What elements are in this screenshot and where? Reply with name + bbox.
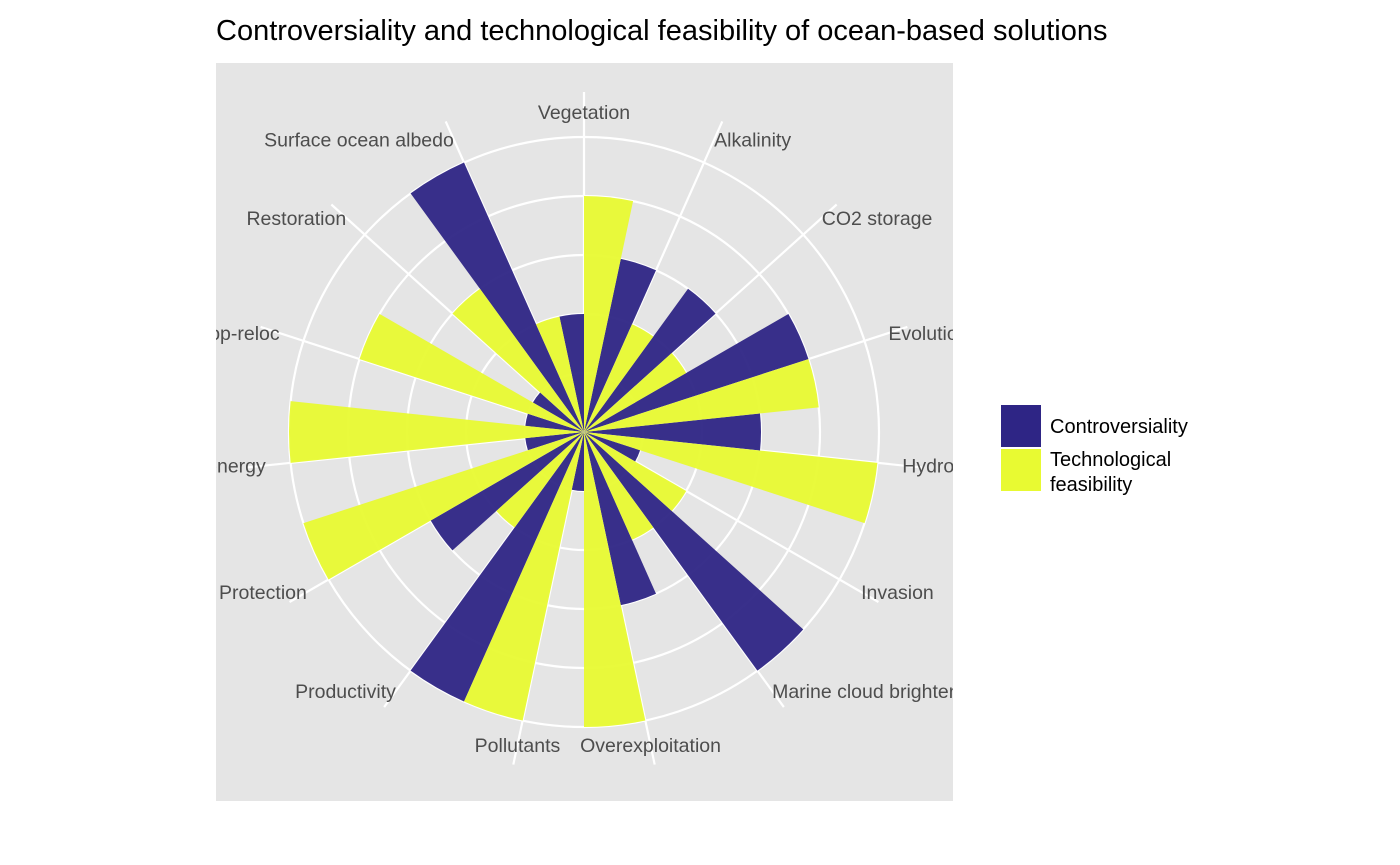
chart-title: Controversiality and technological feasi… xyxy=(216,15,1107,47)
bar-controversiality-repop-reloc xyxy=(525,413,584,432)
legend-key-controversiality xyxy=(1001,405,1041,447)
category-labels: Alkalinity CO2 storage Evolution Hydrology I… xyxy=(103,102,990,757)
bar-technological-feasibility-alkalinity xyxy=(584,324,654,432)
bar-controversiality-pollutants xyxy=(571,432,584,491)
bar-technological-feasibility-evolution xyxy=(584,359,819,432)
bar-controversiality-protection xyxy=(430,432,584,551)
bar-technological-feasibility-hydrology xyxy=(584,432,878,524)
category-label-alkalinity: Alkalinity xyxy=(714,130,791,152)
bar-technological-feasibility-repop-reloc xyxy=(359,314,584,432)
bar-controversiality-restoration xyxy=(532,392,584,432)
bar-controversiality-overexploitation xyxy=(584,432,656,606)
bar-controversiality-marine-cloud-brightening xyxy=(584,432,804,671)
category-label-invasion: Invasion xyxy=(861,582,934,604)
legend: Controversiality Technological feasibility xyxy=(1001,405,1188,496)
category-label-hydrology: Hydrology xyxy=(902,455,990,477)
bar-controversiality-hydrology xyxy=(584,413,762,451)
bar-technological-feasibility-surface-ocean-albedo xyxy=(536,316,584,432)
bar-technological-feasibility-productivity xyxy=(496,432,584,528)
bar-technological-feasibility-marine-cloud-brightening xyxy=(584,432,654,540)
bar-controversiality-invasion xyxy=(584,432,641,462)
bar-controversiality-renewable-energy xyxy=(525,432,584,451)
category-label-renewable-energy: Renewable energy xyxy=(103,455,266,477)
category-label-co2-storage: CO2 storage xyxy=(822,208,933,230)
bar-controversiality-evolution xyxy=(584,314,809,432)
legend-key-technological-feasibility xyxy=(1001,449,1041,491)
bars-layer xyxy=(288,162,878,727)
bar-controversiality-alkalinity xyxy=(584,258,656,432)
category-label-marine-cloud-brightening: Marine cloud brightening xyxy=(772,681,986,703)
legend-label-controversiality: Controversiality xyxy=(1050,416,1188,438)
category-label-vegetation: Vegetation xyxy=(538,102,630,124)
bar-technological-feasibility-co2-storage xyxy=(584,353,687,432)
bar-technological-feasibility-renewable-energy xyxy=(288,401,584,463)
bar-technological-feasibility-invasion xyxy=(584,432,687,511)
bar-controversiality-co2-storage xyxy=(584,288,716,432)
category-label-surface-ocean-albedo: Surface ocean albedo xyxy=(264,130,454,152)
bar-technological-feasibility-vegetation xyxy=(584,196,634,432)
plot-panel: Alkalinity CO2 storage Evolution Hydrology I… xyxy=(103,63,990,801)
category-label-overexploitation: Overexploitation xyxy=(580,735,721,757)
grid-spoke xyxy=(583,430,923,469)
legend-label-technological-feasibility: Technological feasibility xyxy=(1050,449,1171,496)
bar-technological-feasibility-protection xyxy=(303,432,584,580)
bar-controversiality-vegetation xyxy=(559,314,584,432)
category-label-evolution: Evolution xyxy=(888,323,968,345)
category-label-pollutants: Pollutants xyxy=(475,735,561,757)
bar-technological-feasibility-overexploitation xyxy=(584,432,646,727)
bar-controversiality-surface-ocean-albedo xyxy=(410,162,584,432)
category-label-restoration: Restoration xyxy=(246,208,346,230)
category-label-productivity: Productivity xyxy=(295,681,396,703)
category-label-protection: Protection xyxy=(219,582,307,604)
bar-technological-feasibility-pollutants xyxy=(464,432,584,721)
bar-controversiality-productivity xyxy=(410,432,584,702)
category-label-repop-reloc: Repop-reloc xyxy=(173,323,279,345)
bar-technological-feasibility-restoration xyxy=(452,288,584,432)
